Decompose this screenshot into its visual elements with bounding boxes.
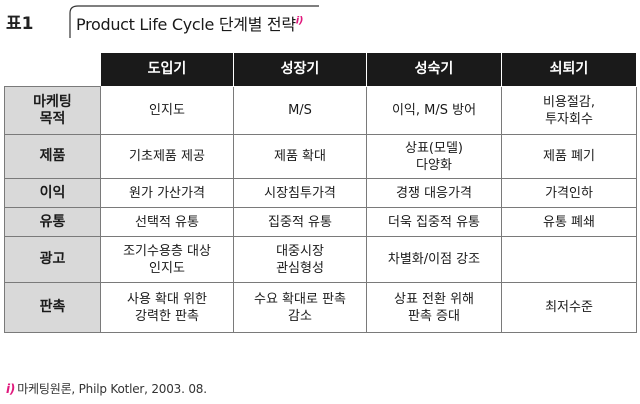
- table-cell: 수요 확대로 판촉 감소: [233, 282, 367, 333]
- column-header-maturity: 성숙기: [366, 52, 502, 87]
- cell-line: 대중시장: [276, 243, 324, 259]
- cell-line: 투자회수: [545, 111, 593, 127]
- footnote: i) 마케팅원론, Philp Kotler, 2003. 08.: [6, 380, 207, 397]
- cell-line: 원가 가산가격: [129, 185, 205, 201]
- table-cell: 더욱 집중적 유통: [366, 207, 502, 237]
- table-cell: 경쟁 대응가격: [366, 178, 502, 208]
- title-frame-line: [69, 5, 319, 38]
- table-cell: 대중시장 관심형성: [233, 236, 367, 283]
- cell-line: 인지도: [149, 103, 185, 118]
- table-cell: 이익, M/S 방어: [366, 86, 502, 135]
- row-header-distribution: 유통: [4, 207, 101, 237]
- table-number-label: 표1: [6, 14, 34, 34]
- cell-line: 더욱 집중적 유통: [388, 214, 480, 230]
- column-header-decline: 쇠퇴기: [501, 52, 637, 87]
- table-cell: 상표 전환 위해 판촉 증대: [366, 282, 502, 333]
- table-row-distribution: 유통 선택적 유통 집중적 유통 더욱 집중적 유통 유통 폐쇄: [4, 207, 637, 237]
- table-cell: 집중적 유통: [233, 207, 367, 237]
- table-cell: 차별화/이점 강조: [366, 236, 502, 283]
- cell-line: 가격인하: [545, 185, 593, 201]
- table-cell: 기초제품 제공: [100, 134, 234, 179]
- cell-line: 사용 확대 위한: [126, 291, 208, 307]
- table-cell: 비용절감, 투자회수: [501, 86, 637, 135]
- table-header-row: 도입기 성장기 성숙기 쇠퇴기: [4, 52, 637, 87]
- cell-line: 비용절감,: [543, 94, 595, 110]
- cell-line: 최저수준: [545, 300, 593, 315]
- table-row-promotion: 판촉 사용 확대 위한 강력한 판촉 수요 확대로 판촉 감소 상표 전환 위해…: [4, 282, 637, 333]
- row-header-product: 제품: [4, 134, 101, 179]
- table-title: Product Life Cycle 단계별 전략i): [76, 11, 303, 35]
- cell-line: 판촉 증대: [408, 308, 460, 324]
- title-footnote-mark: i): [295, 15, 304, 27]
- column-header-growth: 성장기: [233, 52, 367, 87]
- table-cell-empty: [501, 236, 637, 283]
- table-cell: 상표(모델) 다양화: [366, 134, 502, 179]
- row-header-advertising: 광고: [4, 236, 101, 283]
- cell-line: 제품 확대: [274, 149, 326, 164]
- cell-line: 감소: [288, 308, 312, 324]
- cell-line: 시장침투가격: [264, 185, 336, 201]
- cell-line: 상표(모델): [405, 140, 463, 156]
- cell-line: 이익, M/S 방어: [391, 103, 477, 118]
- row-header-line: 마케팅: [33, 93, 72, 110]
- table-cell: 시장침투가격: [233, 178, 367, 208]
- row-header-line: 유통: [39, 213, 66, 230]
- table-cell: 사용 확대 위한 강력한 판촉: [100, 282, 234, 333]
- row-header-line: 판촉: [39, 299, 66, 315]
- table-row-marketing-purpose: 마케팅 목적 인지도 M/S 이익, M/S 방어 비용절감, 투자회수: [4, 86, 637, 135]
- table-row-advertising: 광고 조기수용층 대상 인지도 대중시장 관심형성 차별화/이점 강조: [4, 236, 637, 283]
- cell-line: 집중적 유통: [268, 214, 332, 230]
- table-cell: 제품 확대: [233, 134, 367, 179]
- table-cell: 최저수준: [501, 282, 637, 333]
- title-frame: [58, 5, 319, 39]
- column-header-intro: 도입기: [100, 52, 234, 87]
- cell-line: 기초제품 제공: [129, 149, 205, 164]
- cell-line: 차별화/이점 강조: [387, 252, 481, 267]
- cell-line: 강력한 판촉: [135, 308, 199, 324]
- cell-line: 선택적 유통: [135, 214, 199, 230]
- footnote-text: 마케팅원론, Philp Kotler, 2003. 08.: [17, 382, 207, 396]
- cell-line: M/S: [288, 103, 312, 118]
- row-header-promotion: 판촉: [4, 282, 101, 333]
- row-header-marketing-purpose: 마케팅 목적: [4, 86, 101, 135]
- cell-line: 인지도: [149, 260, 185, 276]
- cell-line: 제품 폐기: [543, 149, 595, 164]
- cell-line: 조기수용층 대상: [123, 243, 211, 259]
- table-title-text: Product Life Cycle 단계별 전략: [76, 15, 296, 34]
- row-header-line: 광고: [39, 251, 66, 267]
- row-header-line: 목적: [39, 110, 66, 127]
- table-cell: 원가 가산가격: [100, 178, 234, 208]
- table-cell: 유통 폐쇄: [501, 207, 637, 237]
- plc-strategy-table: 도입기 성장기 성숙기 쇠퇴기 마케팅 목적 인지도 M/S 이익, M/S 방…: [4, 52, 637, 333]
- cell-line: 유통 폐쇄: [543, 214, 595, 230]
- title-bar: 표1 Product Life Cycle 단계별 전략i): [0, 0, 640, 40]
- table-cell: 가격인하: [501, 178, 637, 208]
- row-header-line: 이익: [39, 184, 66, 201]
- cell-line: 다양화: [416, 157, 452, 173]
- cell-line: 상표 전환 위해: [393, 291, 475, 307]
- table-cell: 조기수용층 대상 인지도: [100, 236, 234, 283]
- table-row-profit: 이익 원가 가산가격 시장침투가격 경쟁 대응가격 가격인하: [4, 178, 637, 208]
- table-cell: 제품 폐기: [501, 134, 637, 179]
- row-header-profit: 이익: [4, 178, 101, 208]
- table-row-product: 제품 기초제품 제공 제품 확대 상표(모델) 다양화 제품 폐기: [4, 134, 637, 179]
- row-header-line: 제품: [39, 148, 66, 164]
- table-cell: M/S: [233, 86, 367, 135]
- footnote-mark: i): [6, 382, 16, 396]
- cell-line: 관심형성: [276, 260, 324, 276]
- table-cell: 선택적 유통: [100, 207, 234, 237]
- cell-line: 경쟁 대응가격: [396, 185, 472, 201]
- table-cell: 인지도: [100, 86, 234, 135]
- cell-line: 수요 확대로 판촉: [254, 291, 346, 307]
- table-corner-cell: [4, 52, 101, 87]
